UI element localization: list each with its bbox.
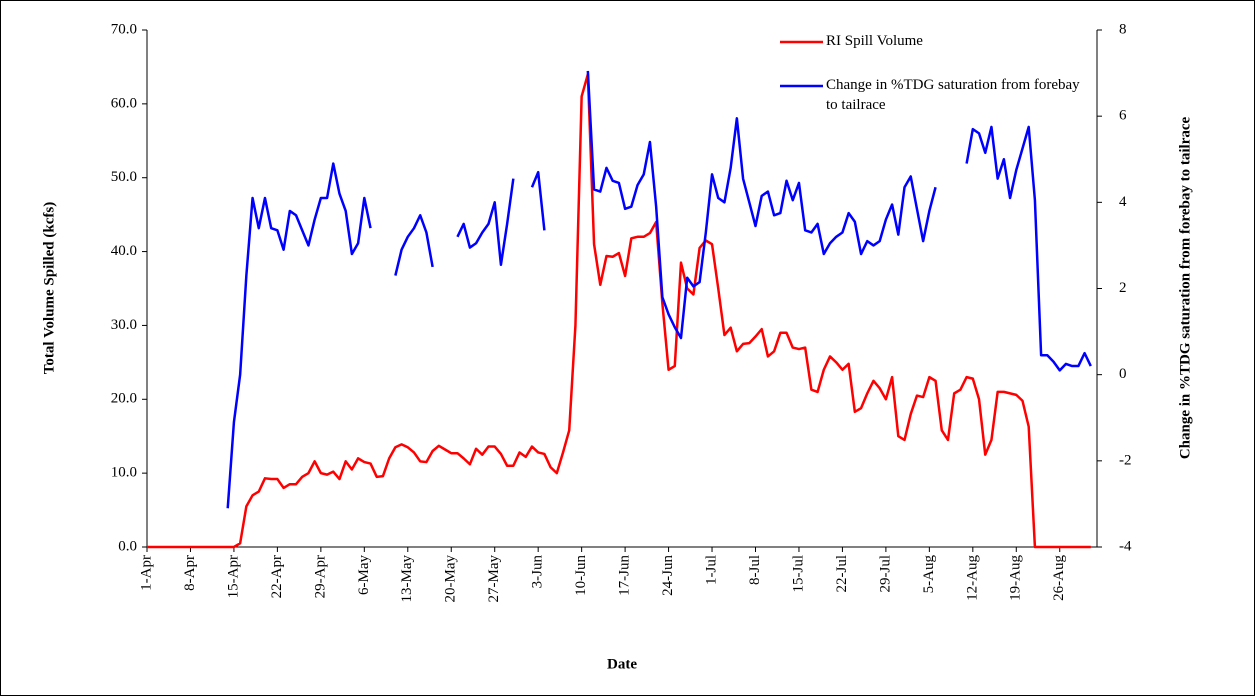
x-tick-label: 1-Jul bbox=[703, 555, 719, 585]
x-tick-label: 13-May bbox=[399, 555, 415, 603]
legend-item: Change in %TDG saturation from forebay t… bbox=[826, 77, 1080, 113]
y-tick-label: 50.0 bbox=[111, 169, 137, 185]
y-tick-label: 0.0 bbox=[118, 538, 137, 554]
y-tick-label: 30.0 bbox=[111, 317, 137, 333]
y-tick-label: 20.0 bbox=[111, 391, 137, 407]
x-tick-label: 29-Jul bbox=[877, 555, 893, 593]
x-tick-label: 6-May bbox=[356, 555, 372, 595]
x-tick-label: 17-Jun bbox=[617, 555, 633, 596]
y-axis-title: Total Volume Spilled (kcfs) bbox=[41, 202, 57, 374]
y-tick-label: 40.0 bbox=[111, 243, 137, 259]
y2-tick-label: 4 bbox=[1119, 194, 1127, 210]
x-axis-title: Date bbox=[607, 656, 637, 672]
y2-tick-label: 2 bbox=[1119, 280, 1127, 296]
x-tick-label: 8-Apr bbox=[182, 555, 198, 591]
legend-label: RI Spill Volume bbox=[826, 33, 923, 49]
x-tick-label: 1-Apr bbox=[138, 555, 154, 591]
y2-axis-title: Change in %TDG saturation from forebay t… bbox=[1177, 116, 1193, 459]
x-tick-label: 24-Jun bbox=[660, 555, 676, 596]
legend-item: RI Spill Volume bbox=[826, 33, 923, 49]
x-tick-label: 5-Aug bbox=[921, 555, 937, 594]
x-tick-label: 26-Aug bbox=[1051, 555, 1067, 601]
y2-tick-label: 6 bbox=[1119, 108, 1127, 124]
y-tick-label: 70.0 bbox=[111, 21, 137, 37]
y2-tick-label: 8 bbox=[1119, 21, 1127, 37]
y2-tick-label: 0 bbox=[1119, 366, 1127, 382]
y-tick-label: 10.0 bbox=[111, 465, 137, 481]
x-tick-label: 27-May bbox=[486, 555, 502, 603]
x-tick-label: 12-Aug bbox=[964, 555, 980, 601]
x-tick-label: 15-Jul bbox=[790, 555, 806, 593]
y2-tick-label: -4 bbox=[1119, 538, 1132, 554]
x-tick-label: 3-Jun bbox=[530, 555, 546, 589]
x-tick-label: 20-May bbox=[443, 555, 459, 603]
x-tick-label: 19-Aug bbox=[1008, 555, 1024, 601]
x-tick-label: 22-Jul bbox=[834, 555, 850, 593]
legend-label: Change in %TDG saturation from forebay t… bbox=[826, 77, 1080, 113]
x-tick-label: 22-Apr bbox=[269, 555, 285, 598]
series-line bbox=[147, 73, 1091, 549]
series-line bbox=[226, 70, 1092, 509]
x-tick-label: 29-Apr bbox=[312, 555, 328, 598]
x-tick-label: 8-Jul bbox=[747, 555, 763, 585]
y-tick-label: 60.0 bbox=[111, 95, 137, 111]
x-tick-label: 10-Jun bbox=[573, 555, 589, 596]
y2-tick-label: -2 bbox=[1119, 452, 1132, 468]
x-tick-label: 15-Apr bbox=[225, 555, 241, 598]
